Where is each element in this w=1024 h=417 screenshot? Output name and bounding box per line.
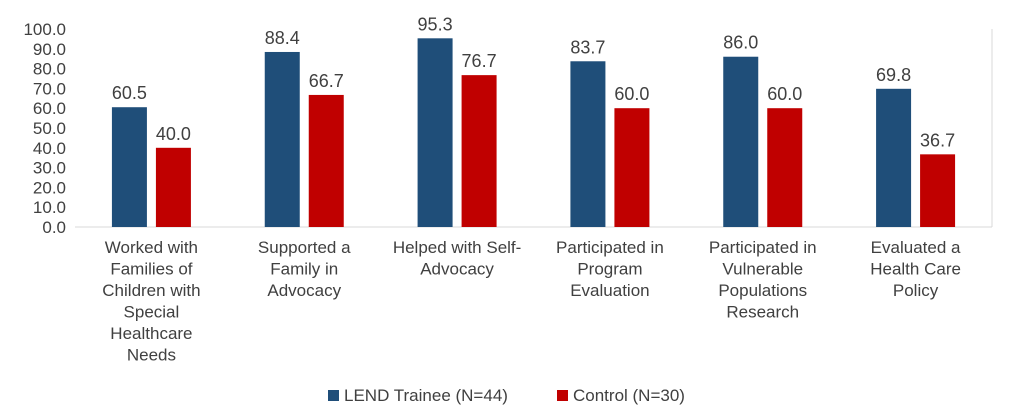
category-label: Advocacy (267, 281, 341, 300)
data-label: 60.5 (112, 83, 147, 103)
category-label: Children with (102, 281, 200, 300)
data-label: 86.0 (723, 33, 758, 53)
bar-lend-trainee (417, 38, 453, 227)
bars (111, 38, 956, 228)
category-label: Advocacy (420, 260, 494, 279)
legend: LEND Trainee (N=44) Control (N=30) (328, 386, 685, 405)
y-tick-label: 20.0 (33, 178, 66, 197)
data-label: 66.7 (309, 71, 344, 91)
category-label: Special (124, 303, 180, 322)
bar-control (308, 94, 344, 228)
category-label: Healthcare (110, 324, 192, 343)
category-label: Research (726, 303, 799, 322)
legend-swatch (557, 390, 568, 401)
legend-swatch (328, 390, 339, 401)
data-label: 60.0 (614, 84, 649, 104)
category-label: Participated in (709, 238, 817, 257)
y-tick-label: 60.0 (33, 99, 66, 118)
category-label: Families of (110, 260, 192, 279)
bar-lend-trainee (723, 56, 759, 227)
y-tick-label: 30.0 (33, 159, 66, 178)
category-labels: Worked with Families of Children with Speci… (102, 238, 961, 365)
y-tick-label: 40.0 (33, 139, 66, 158)
y-tick-label: 80.0 (33, 60, 66, 79)
category-label: Evaluation (570, 281, 649, 300)
y-tick-label: 100.0 (23, 20, 66, 39)
legend-label: Control (N=30) (573, 386, 685, 405)
category-label: Vulnerable (722, 260, 803, 279)
data-label: 60.0 (767, 84, 802, 104)
y-tick-label: 0.0 (42, 218, 66, 237)
bar-control (920, 154, 956, 227)
data-label: 36.7 (920, 130, 955, 150)
bar-control (614, 108, 650, 227)
category-label: Supported a (258, 238, 351, 257)
bar-control (767, 108, 803, 227)
y-tick-label: 10.0 (33, 198, 66, 217)
bar-control (461, 75, 497, 227)
data-label: 95.3 (418, 14, 453, 34)
axes (75, 29, 993, 228)
category-label: Worked with (105, 238, 198, 257)
y-axis-tick-labels: 0.010.020.030.040.050.060.070.080.090.01… (23, 20, 66, 237)
data-label: 40.0 (156, 124, 191, 144)
category-label: Policy (893, 281, 939, 300)
category-label: Needs (127, 346, 176, 365)
data-labels: 60.5 88.4 95.3 83.7 86.0 69.8 40.0 66.7 76.7 60.0… (112, 14, 955, 150)
category-label: Populations (718, 281, 807, 300)
category-label: Helped with Self- (393, 238, 522, 257)
bar-control (155, 147, 191, 227)
bar-lend-trainee (876, 88, 912, 228)
bar-lend-trainee (264, 51, 300, 227)
category-label: Program (577, 260, 642, 279)
data-label: 88.4 (265, 28, 300, 48)
category-label: Participated in (556, 238, 664, 257)
category-label: Evaluated a (871, 238, 961, 257)
data-label: 76.7 (462, 51, 497, 71)
y-tick-label: 50.0 (33, 119, 66, 138)
category-label: Health Care (870, 260, 961, 279)
y-tick-label: 90.0 (33, 40, 66, 59)
data-label: 69.8 (876, 65, 911, 85)
legend-label: LEND Trainee (N=44) (344, 386, 508, 405)
bar-lend-trainee (570, 61, 606, 227)
data-label: 83.7 (570, 37, 605, 57)
category-label: Family in (270, 260, 338, 279)
y-tick-label: 70.0 (33, 79, 66, 98)
bar-lend-trainee (111, 107, 147, 227)
